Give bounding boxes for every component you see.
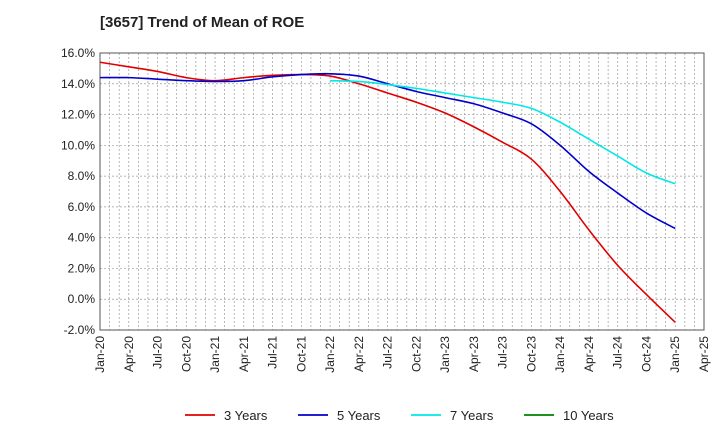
x-tick-label: Oct-24 [639,336,653,372]
y-tick-label: 2.0% [68,261,96,275]
x-tick-label: Oct-21 [294,336,308,372]
series-line-7-years [330,79,676,185]
x-tick-label: Apr-25 [697,336,711,372]
x-tick-label: Jan-25 [668,336,682,373]
y-tick-label: 10.0% [61,138,95,152]
chart-title: [3657] Trend of Mean of ROE [100,14,305,31]
x-tick-label: Oct-23 [524,336,538,372]
legend-label-3-years: 3 Years [224,408,268,423]
x-tick-label: Jan-22 [323,336,337,373]
y-tick-label: 0.0% [68,292,96,306]
y-tick-label: 6.0% [68,200,96,214]
x-tick-label: Apr-21 [237,336,251,372]
x-tick-label: Jan-20 [93,336,107,373]
x-tick-label: Oct-22 [409,336,423,372]
x-tick-label: Jul-23 [496,336,510,369]
x-tick-label: Jul-20 [151,336,165,369]
x-tick-label: Jul-24 [611,336,625,369]
plot-area [100,53,704,330]
y-tick-label: 4.0% [68,231,96,245]
y-tick-label: 14.0% [61,77,95,91]
x-tick-label: Jul-22 [381,336,395,369]
y-tick-label: -2.0% [64,323,96,337]
x-tick-label: Jan-24 [553,336,567,373]
x-tick-label: Jan-21 [208,336,222,373]
series-line-3-years [99,61,676,323]
y-tick-label: 12.0% [61,108,95,122]
x-tick-label: Oct-20 [179,336,193,372]
y-tick-label: 16.0% [61,46,95,60]
x-tick-label: Apr-20 [122,336,136,372]
legend-label-5-years: 5 Years [337,408,381,423]
x-tick-label: Apr-24 [582,336,596,372]
x-tick-label: Jan-23 [438,336,452,373]
x-tick-label: Jul-21 [266,336,280,369]
y-tick-label: 8.0% [68,169,96,183]
x-tick-label: Apr-23 [467,336,481,372]
legend-label-7-years: 7 Years [450,408,494,423]
legend-label-10-years: 10 Years [563,408,614,423]
plot-frame [99,52,705,331]
x-tick-label: Apr-22 [352,336,366,372]
